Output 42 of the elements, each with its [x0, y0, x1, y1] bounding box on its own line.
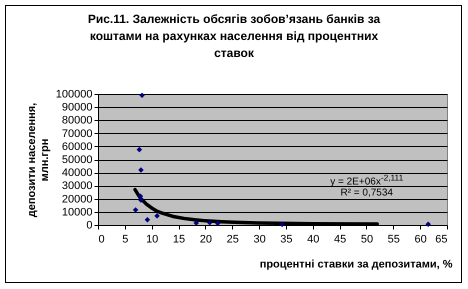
y-tick-label: 50000 — [62, 154, 92, 166]
y-tick-label: 0 — [86, 220, 92, 232]
x-tick-label: 30 — [253, 234, 266, 246]
point — [136, 146, 142, 152]
y-tick-label: 20000 — [62, 193, 92, 206]
y-tick-label: 30000 — [62, 180, 92, 192]
x-tick-label: 0 — [98, 234, 105, 246]
point — [194, 220, 199, 226]
x-tick-label: 5 — [122, 234, 128, 246]
y-tick-label: 40000 — [62, 167, 92, 180]
x-tick-label: 35 — [280, 234, 293, 246]
x-tick-label: 25 — [226, 234, 239, 246]
y-tick-label: 100000 — [56, 88, 92, 100]
x-tick-label: 20 — [200, 234, 212, 246]
annotation: R² = 0,7534 — [340, 188, 393, 199]
x-tick-label: 50 — [360, 234, 374, 246]
y-tick-label: 90000 — [62, 102, 92, 114]
point — [139, 92, 145, 98]
y-tick-label: 80000 — [62, 114, 92, 127]
point — [154, 213, 160, 219]
point — [144, 217, 150, 222]
x-tick-label: 10 — [146, 234, 158, 246]
point — [206, 220, 212, 226]
point — [214, 220, 220, 226]
chart-title: Рис.11. Залежність обсягів зобов’язань банків за коштами на рахунках населення від процентних ставок — [88, 12, 380, 60]
x-tick-label: 60 — [414, 234, 427, 246]
x-tick-label: 15 — [172, 234, 186, 246]
x-tick-label: 55 — [388, 234, 400, 246]
y-tick-label: 70000 — [62, 128, 92, 140]
x-tick-label: 65 — [435, 234, 448, 246]
y-tick-label: 60000 — [62, 140, 92, 153]
x-tick-label: 40 — [307, 234, 320, 246]
point — [279, 222, 285, 228]
y-axis-title: депозити населення, млн.грн — [26, 102, 51, 218]
y-tick-label: 10000 — [62, 206, 92, 218]
x-tick-label: 45 — [334, 234, 346, 246]
point — [132, 207, 138, 213]
x-axis-title: процентні ставки за депозитами, % — [260, 258, 453, 270]
point — [138, 197, 144, 203]
point — [425, 221, 431, 227]
point — [138, 167, 144, 173]
point — [138, 193, 144, 199]
